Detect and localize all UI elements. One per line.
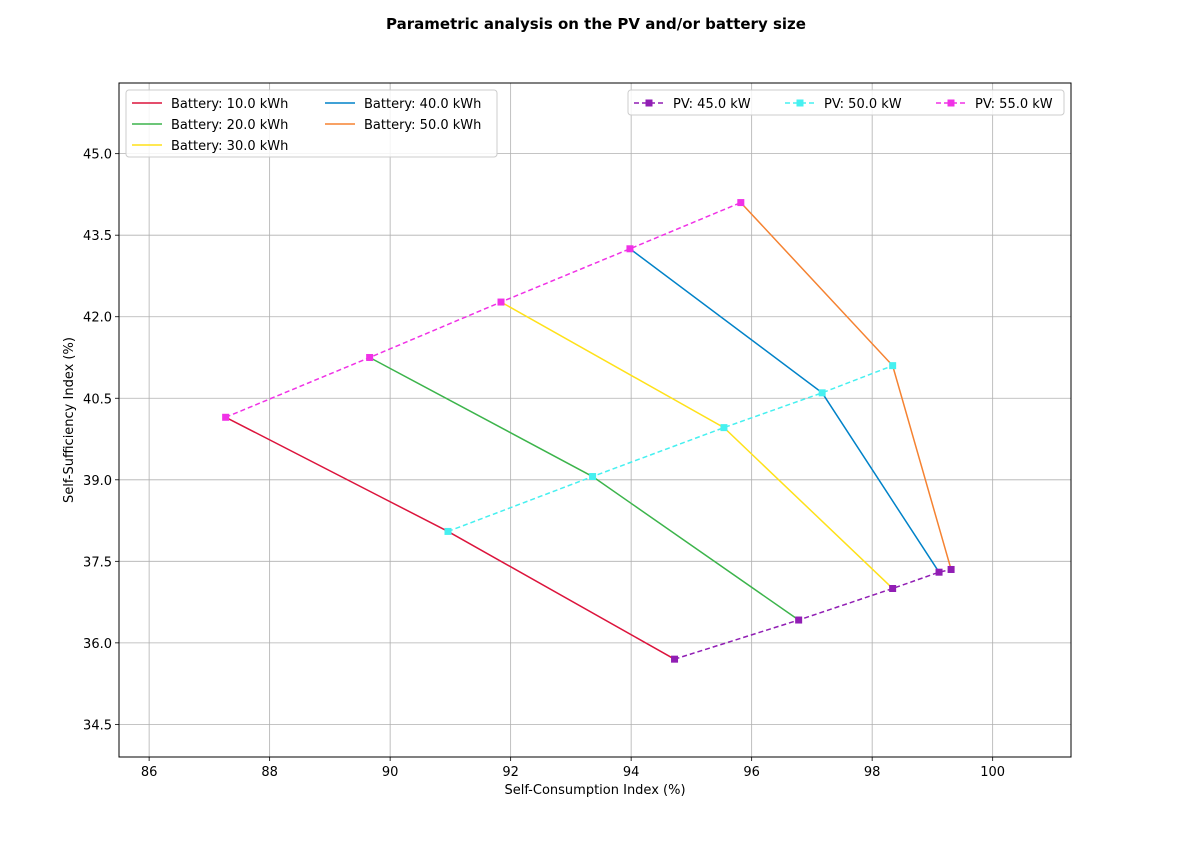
legend-label: Battery: 40.0 kWh (364, 97, 481, 112)
legends: Battery: 10.0 kWh Battery: 20.0 kWh Batter… (125, 89, 1065, 158)
legend-label: PV: 55.0 kW (975, 97, 1053, 112)
pv-series-marker (497, 298, 505, 306)
pv-series-marker (444, 527, 452, 535)
legend-marker (947, 99, 955, 107)
y-tick-label: 37.5 (83, 555, 112, 570)
y-tick-label: 36.0 (83, 637, 112, 652)
legend-label: Battery: 30.0 kWh (171, 139, 288, 154)
legend-label: Battery: 20.0 kWh (171, 118, 288, 133)
pv-series-marker (818, 389, 826, 397)
ticks: 86 88 90 92 94 96 98 100 34.5 36.0 37.5 39.0 40.5 42.… (83, 148, 1005, 780)
pv-series-marker (626, 245, 634, 253)
pv-series-marker (889, 362, 897, 370)
y-tick-label: 45.0 (83, 148, 112, 163)
y-tick-label: 40.5 (83, 392, 112, 407)
x-tick-label: 96 (743, 765, 760, 780)
legend-label: PV: 45.0 kW (673, 97, 751, 112)
y-tick-label: 39.0 (83, 474, 112, 489)
pv-series-marker (366, 353, 374, 361)
legend-label: PV: 50.0 kW (824, 97, 902, 112)
pv-series-marker (795, 616, 803, 624)
pv-series-marker (947, 565, 955, 573)
x-tick-label: 98 (864, 765, 881, 780)
x-tick-label: 90 (382, 765, 399, 780)
x-tick-label: 94 (623, 765, 640, 780)
y-tick-label: 43.5 (83, 229, 112, 244)
pv-series-marker (589, 473, 597, 481)
legend-marker (796, 99, 804, 107)
plot-area (118, 82, 1072, 758)
x-tick-label: 88 (261, 765, 278, 780)
pv-series-marker (737, 199, 745, 207)
y-axis-label: Self-Sufficiency Index (%) (62, 337, 77, 503)
legend-label: Battery: 50.0 kWh (364, 118, 481, 133)
x-tick-label: 92 (502, 765, 519, 780)
x-axis-label: Self-Consumption Index (%) (504, 783, 685, 798)
pv-series-marker (720, 424, 728, 432)
pv-legend-box (627, 89, 1065, 116)
pv-series-marker (671, 655, 679, 663)
x-tick-label: 100 (980, 765, 1005, 780)
pv-series-marker (935, 568, 943, 576)
y-tick-label: 42.0 (83, 311, 112, 326)
pv-series-marker (889, 585, 897, 592)
pv-series-marker (222, 413, 230, 421)
battery-legend-box (125, 89, 498, 158)
chart-title: Parametric analysis on the PV and/or bat… (386, 15, 806, 33)
x-tick-label: 86 (141, 765, 158, 780)
legend-label: Battery: 10.0 kWh (171, 97, 288, 112)
grid (119, 83, 1071, 757)
y-tick-label: 34.5 (83, 718, 112, 733)
pv-series-line (447, 364, 893, 533)
series-layer (222, 199, 955, 663)
legend-marker (645, 99, 653, 107)
pv-series-line (674, 568, 952, 660)
